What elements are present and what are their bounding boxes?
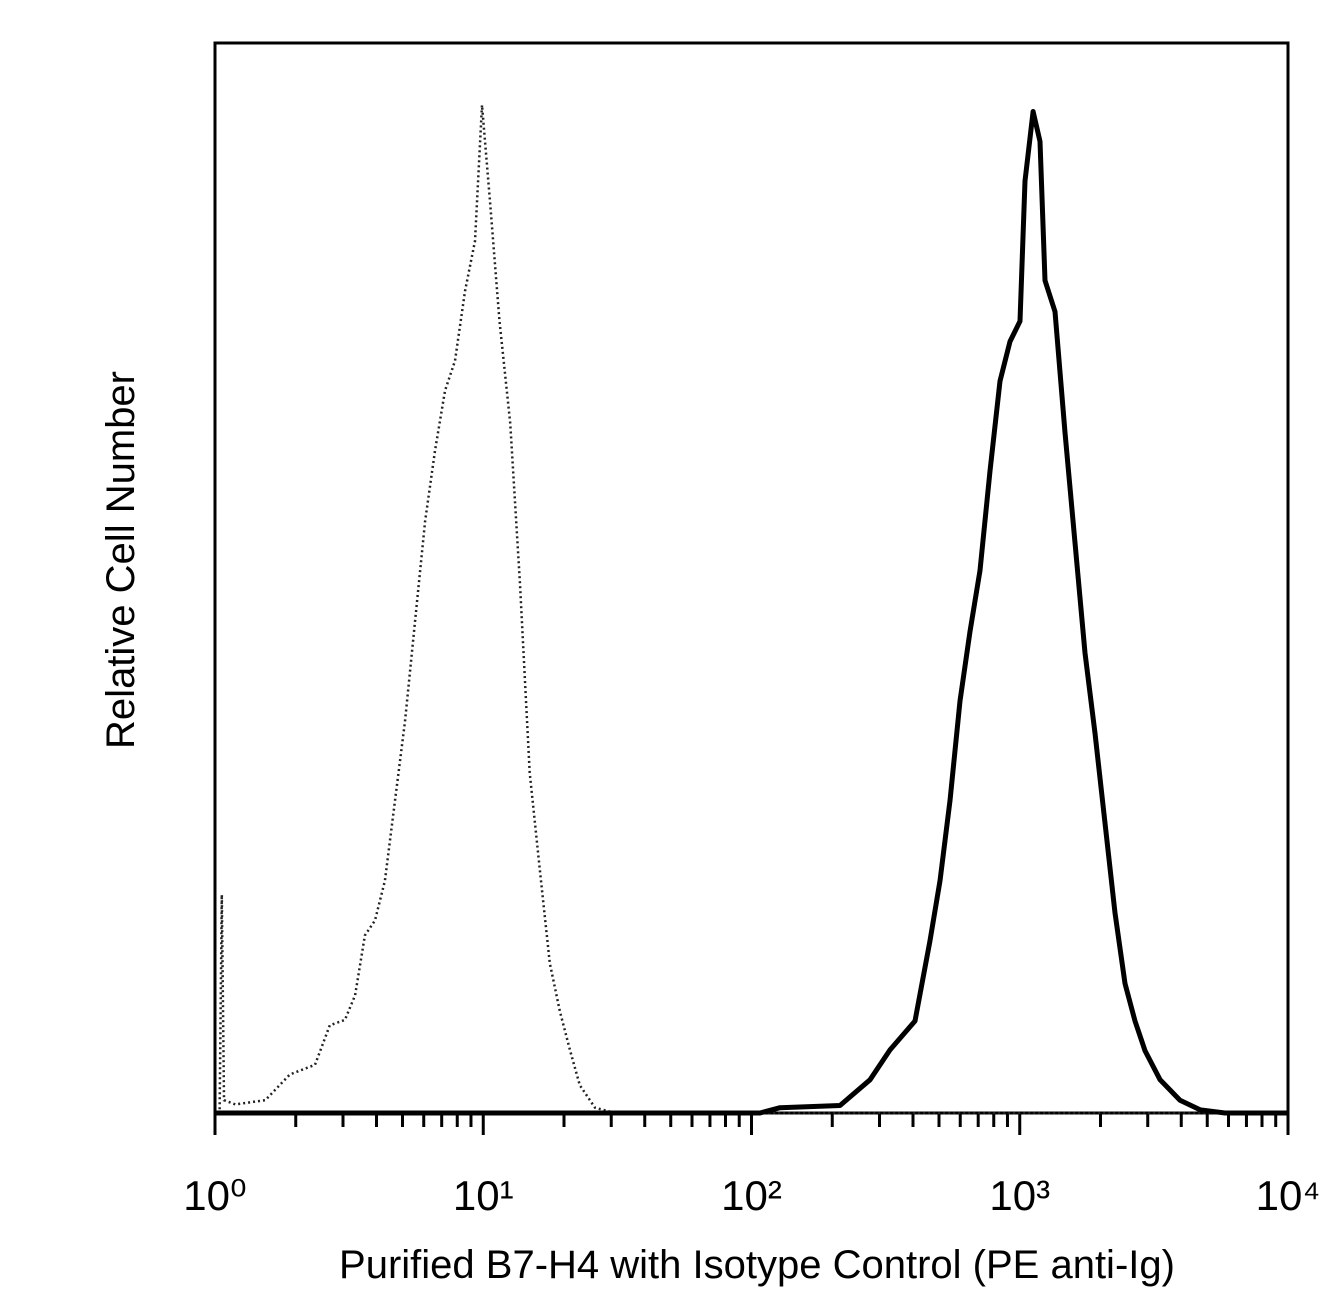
y-axis-label: Relative Cell Number: [99, 371, 143, 749]
x-tick-label: 10⁴: [1256, 1172, 1321, 1219]
plot-frame: [213, 41, 1290, 1115]
x-axis-label: Purified B7-H4 with Isotype Control (PE …: [339, 1243, 1175, 1287]
histogram-line: [215, 109, 1288, 1116]
x-tick-label: 10⁰: [183, 1172, 247, 1219]
histogram-line: [218, 103, 1288, 1115]
x-tick-label: 10³: [989, 1172, 1050, 1219]
x-tick-label: 10²: [721, 1172, 782, 1219]
x-tick-label: 10¹: [453, 1172, 514, 1219]
